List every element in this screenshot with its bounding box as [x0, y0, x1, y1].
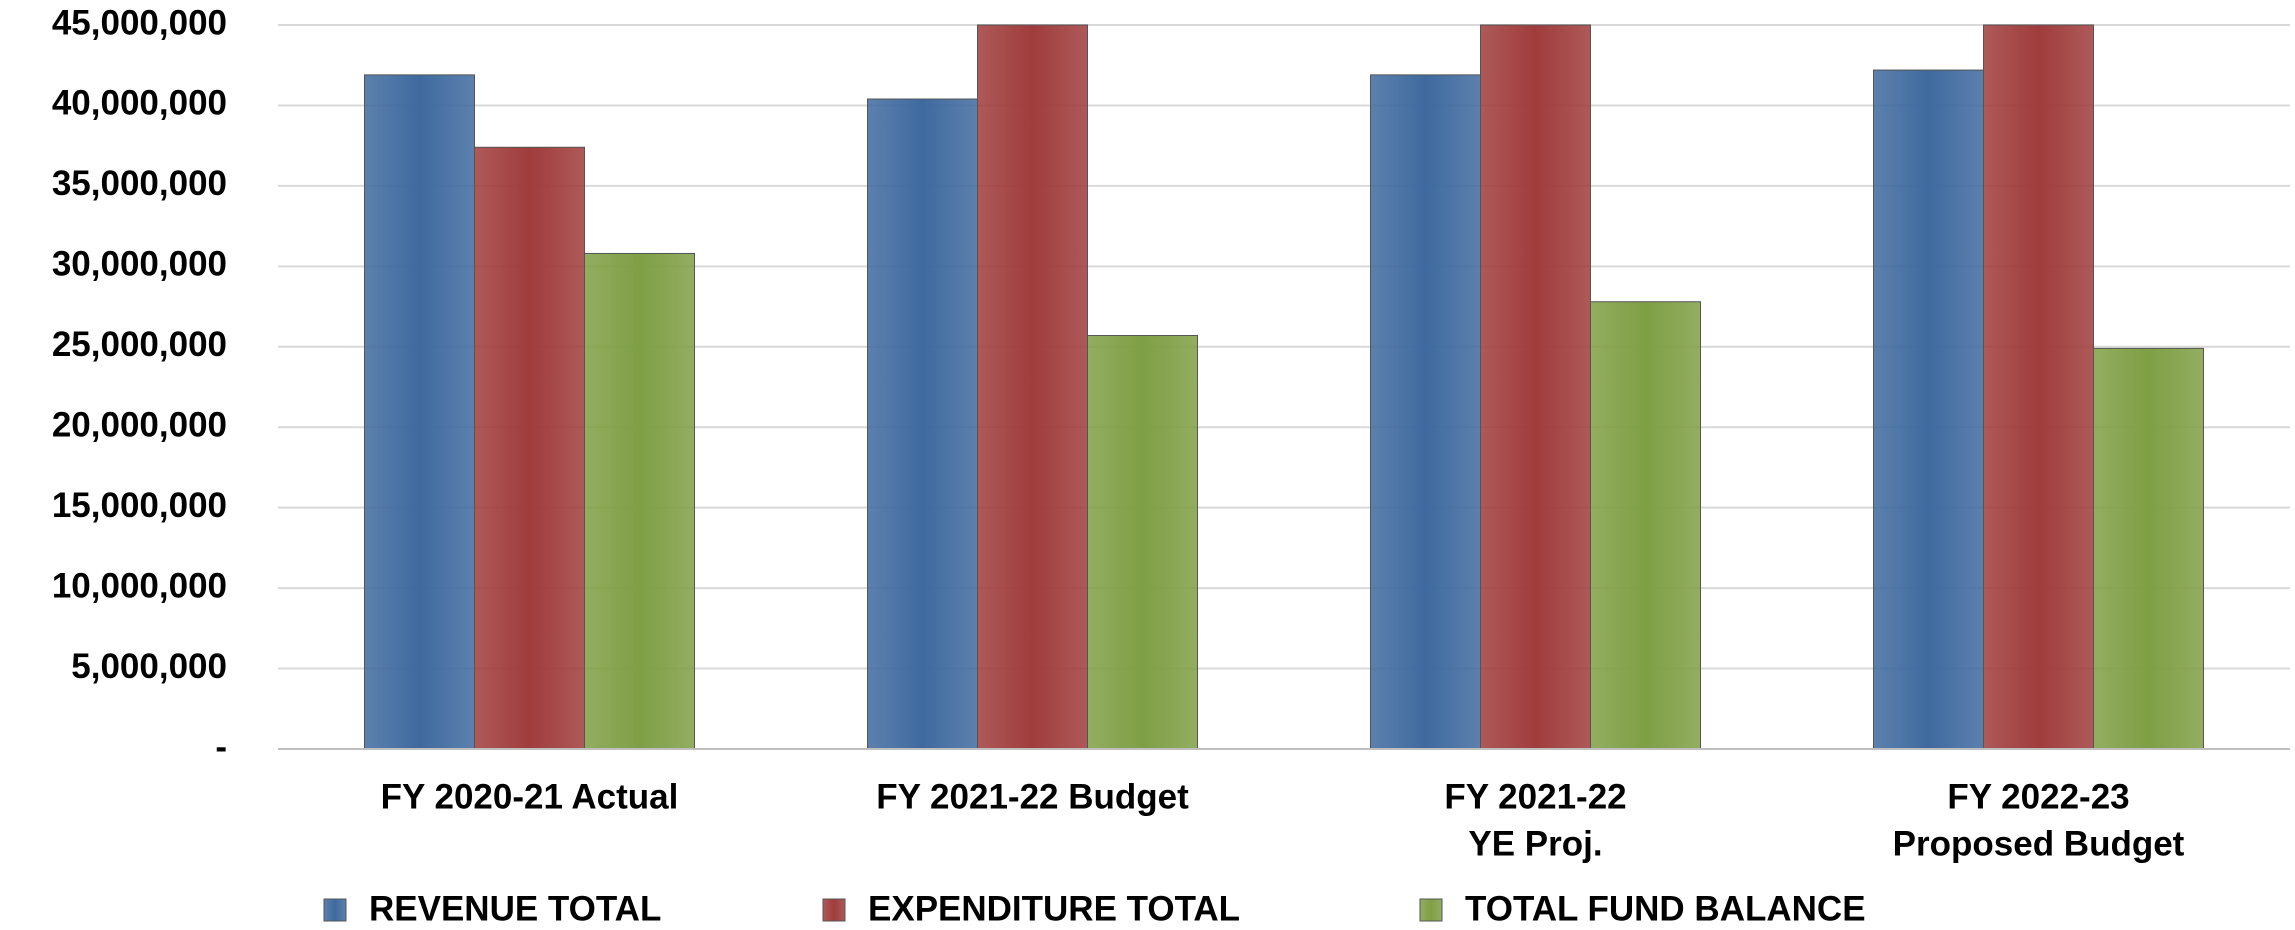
bar: [364, 74, 475, 750]
y-tick-label: 25,000,000: [52, 325, 227, 364]
y-tick-label: 30,000,000: [52, 245, 227, 284]
x-tick-label: FY 2021-22: [1444, 777, 1626, 816]
bar: [867, 98, 978, 750]
bar: [1983, 24, 2094, 750]
bar: [1370, 74, 1481, 750]
y-tick-label: 5,000,000: [71, 647, 227, 686]
bar: [1873, 69, 1984, 750]
x-tick-label: YE Proj.: [1468, 824, 1602, 863]
bar: [1590, 301, 1701, 750]
x-tick-label: FY 2021-22 Budget: [876, 777, 1189, 816]
legend-marker: [323, 898, 347, 922]
legend-marker: [1419, 898, 1443, 922]
y-tick-label: 40,000,000: [52, 84, 227, 123]
y-tick-label: 20,000,000: [52, 405, 227, 444]
legend-label: TOTAL FUND BALANCE: [1465, 889, 1866, 928]
bar: [2093, 347, 2204, 750]
bar: [1087, 335, 1198, 750]
x-tick-label: Proposed Budget: [1893, 824, 2185, 863]
bar: [1480, 24, 1591, 750]
bar: [474, 146, 585, 750]
x-tick-label: FY 2022-23: [1947, 777, 2129, 816]
y-tick-label: -: [215, 727, 227, 766]
y-tick-label: 15,000,000: [52, 486, 227, 525]
bar: [584, 252, 695, 750]
x-tick-label: FY 2020-21 Actual: [381, 777, 679, 816]
legend-label: REVENUE TOTAL: [369, 889, 661, 928]
legend-label: EXPENDITURE TOTAL: [868, 889, 1240, 928]
y-tick-label: 10,000,000: [52, 566, 227, 605]
legend-marker: [822, 898, 846, 922]
y-tick-label: 45,000,000: [52, 3, 227, 42]
bar: [977, 24, 1088, 750]
y-tick-label: 35,000,000: [52, 164, 227, 203]
